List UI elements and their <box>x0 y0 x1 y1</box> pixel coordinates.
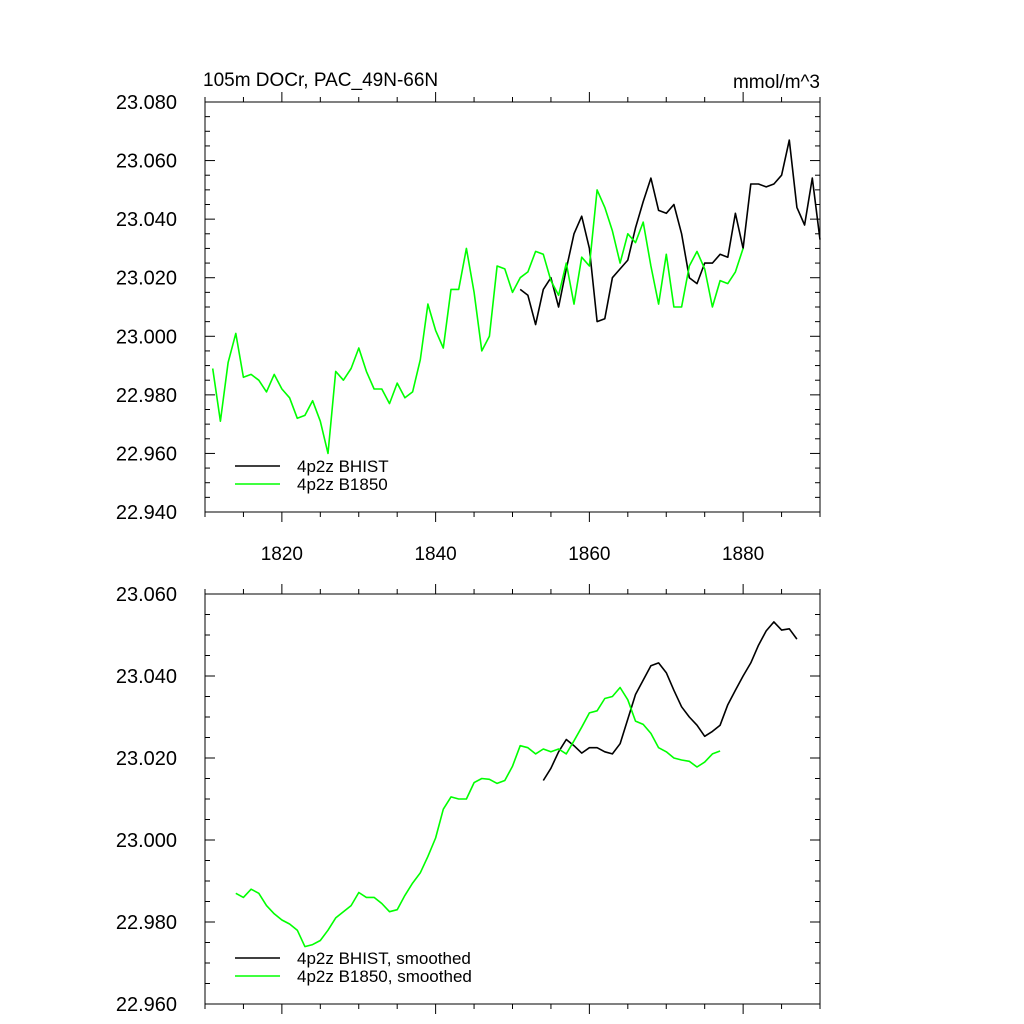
series-line-0 <box>542 621 798 781</box>
y-tick-label: 23.020 <box>116 748 177 770</box>
series-line-1 <box>211 189 744 455</box>
legend-label: 4p2z B1850, smoothed <box>297 967 472 986</box>
series-line-0 <box>519 139 821 326</box>
y-tick-label: 23.000 <box>116 830 177 852</box>
y-tick-label: 22.980 <box>116 912 177 934</box>
y-tick-label: 23.080 <box>116 92 177 114</box>
y-tick-label: 23.040 <box>116 209 177 231</box>
chart-title: 105m DOCr, PAC_49N-66N <box>203 70 438 91</box>
x-tick-label: 1840 <box>414 544 456 565</box>
y-tick-label: 22.940 <box>116 502 177 524</box>
top-panel: 22.940 22.960 22.980 23.000 23.020 23.040 23.0… <box>116 92 821 565</box>
y-tick-label: 23.020 <box>116 268 177 290</box>
y-tick-label: 22.980 <box>116 385 177 407</box>
units-label: mmol/m^3 <box>733 72 820 93</box>
plot-frame <box>204 101 821 513</box>
bottom-panel: 22.960 22.980 23.000 23.020 23.040 23.060 4p2z… <box>116 584 821 1016</box>
y-tick-label: 22.960 <box>116 443 177 465</box>
y-tick-label: 23.000 <box>116 326 177 348</box>
plot-frame <box>204 593 821 1005</box>
legend-label: 4p2z BHIST, smoothed <box>297 949 471 968</box>
y-tick-label: 23.060 <box>116 584 177 606</box>
y-tick-label: 23.060 <box>116 151 177 173</box>
legend-label: 4p2z BHIST <box>297 457 389 476</box>
x-tick-label: 1860 <box>568 544 610 565</box>
x-tick-label: 1820 <box>261 544 303 565</box>
y-tick-label: 23.040 <box>116 666 177 688</box>
y-tick-label: 22.960 <box>116 994 177 1016</box>
series-line-1 <box>235 686 721 948</box>
legend-label: 4p2z B1850 <box>297 475 388 494</box>
x-tick-label: 1880 <box>722 544 764 565</box>
